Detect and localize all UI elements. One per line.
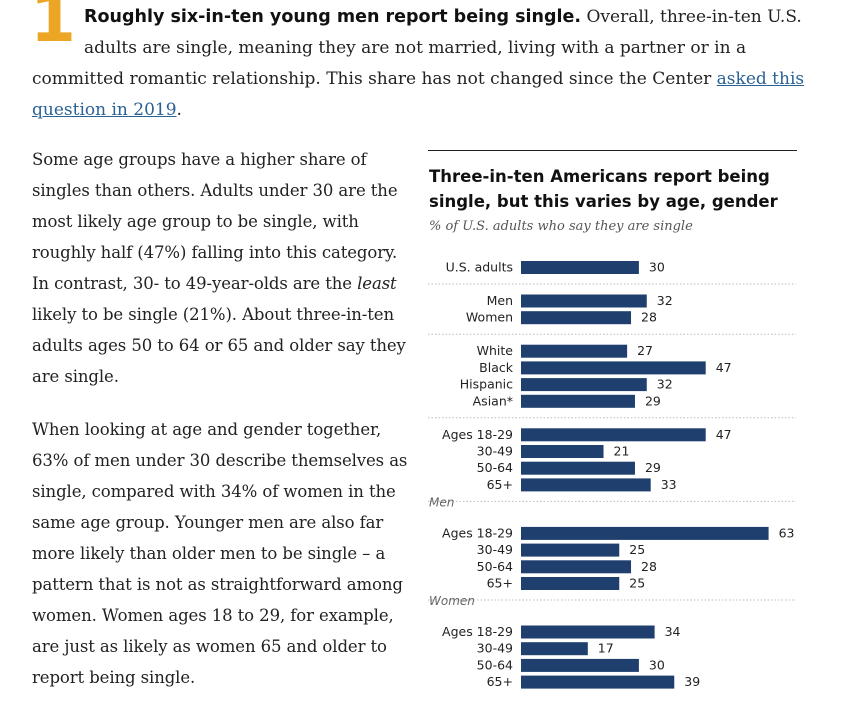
category-label: White xyxy=(477,343,514,358)
value-label: 39 xyxy=(684,674,700,689)
category-label: 50-64 xyxy=(477,657,513,672)
category-label: Ages 18-29 xyxy=(442,427,513,442)
bar-all-black xyxy=(521,361,706,375)
value-label: 30 xyxy=(649,657,665,672)
value-label: 47 xyxy=(716,427,732,442)
category-label: Women xyxy=(466,310,513,325)
chart-title: Three-in-ten Americans report being sing… xyxy=(429,167,778,211)
para1-text-a: Some age groups have a higher share of s… xyxy=(32,150,398,293)
lead-text: Overall, three-in-ten U.S. adults are si… xyxy=(32,7,802,89)
body-paragraph-2: When looking at age and gender together,… xyxy=(32,420,408,687)
category-label: 65+ xyxy=(487,576,513,591)
value-label: 28 xyxy=(641,559,657,574)
para1-text-b: likely to be single (21%). About three-i… xyxy=(32,305,406,386)
group-label-women: Women xyxy=(429,594,475,608)
category-label: 50-64 xyxy=(477,559,513,574)
bar-all-30-49 xyxy=(521,445,604,458)
value-label: 28 xyxy=(641,310,657,325)
category-label: U.S. adults xyxy=(446,260,513,275)
value-label: 27 xyxy=(637,343,653,358)
category-label: Ages 18-29 xyxy=(442,525,513,540)
lead-heading: Roughly six-in-ten young men report bein… xyxy=(84,7,582,27)
bar-women-ages-18-29 xyxy=(521,625,655,639)
asked-question-link[interactable]: asked this question in 2019 xyxy=(32,69,805,120)
bar-men-ages-18-29 xyxy=(521,526,769,540)
category-label: 65+ xyxy=(487,477,513,492)
value-label: 32 xyxy=(657,377,673,392)
value-label: 34 xyxy=(665,624,681,639)
value-label: 21 xyxy=(614,444,630,459)
value-label: 63 xyxy=(779,525,795,540)
section-number: 1 xyxy=(30,0,76,57)
category-label: 30-49 xyxy=(477,542,513,557)
value-label: 32 xyxy=(657,293,673,308)
category-label: Asian* xyxy=(473,393,513,408)
value-label: 29 xyxy=(645,393,661,408)
bar-women-50-64 xyxy=(521,658,639,672)
category-label: 30-49 xyxy=(477,444,513,459)
bar-all-ages-18-29 xyxy=(521,428,706,442)
bar-men-30-49 xyxy=(521,543,620,557)
value-label: 33 xyxy=(661,477,677,492)
category-label: Black xyxy=(479,360,514,375)
chart-top-rule xyxy=(428,150,797,151)
bar-all-50-64 xyxy=(521,461,635,475)
value-label: 25 xyxy=(629,576,645,591)
bar-all-white xyxy=(521,344,628,358)
value-label: 47 xyxy=(716,360,732,375)
lead-paragraph: Roughly six-in-ten young men report bein… xyxy=(32,2,822,126)
bar-all-men xyxy=(521,294,647,308)
bar-women-65 xyxy=(521,675,675,689)
bar-all-hispanic xyxy=(521,378,647,392)
category-label: Ages 18-29 xyxy=(442,624,513,639)
value-label: 29 xyxy=(645,460,661,475)
category-label: 30-49 xyxy=(477,641,513,656)
bar-women-30-49 xyxy=(521,642,588,656)
value-label: 25 xyxy=(629,542,645,557)
bar-men-65 xyxy=(521,577,620,590)
para1-emphasis: least xyxy=(357,274,397,293)
bar-men-50-64 xyxy=(521,560,632,574)
category-label: 65+ xyxy=(487,674,513,689)
category-label: Hispanic xyxy=(460,377,513,392)
bar-all-u-s-adults xyxy=(521,261,639,274)
category-label: 50-64 xyxy=(477,460,513,475)
group-label-men: Men xyxy=(429,495,454,509)
value-label: 30 xyxy=(649,260,665,275)
bar-all-women xyxy=(521,311,632,325)
bar-all-65 xyxy=(521,478,651,492)
bar-all-asian xyxy=(521,394,635,408)
body-paragraph-1: Some age groups have a higher share of s… xyxy=(32,144,416,392)
category-label: Men xyxy=(487,293,513,308)
value-label: 17 xyxy=(598,641,614,656)
chart-subtitle: % of U.S. adults who say they are single xyxy=(429,219,693,234)
lead-end: . xyxy=(176,100,182,120)
